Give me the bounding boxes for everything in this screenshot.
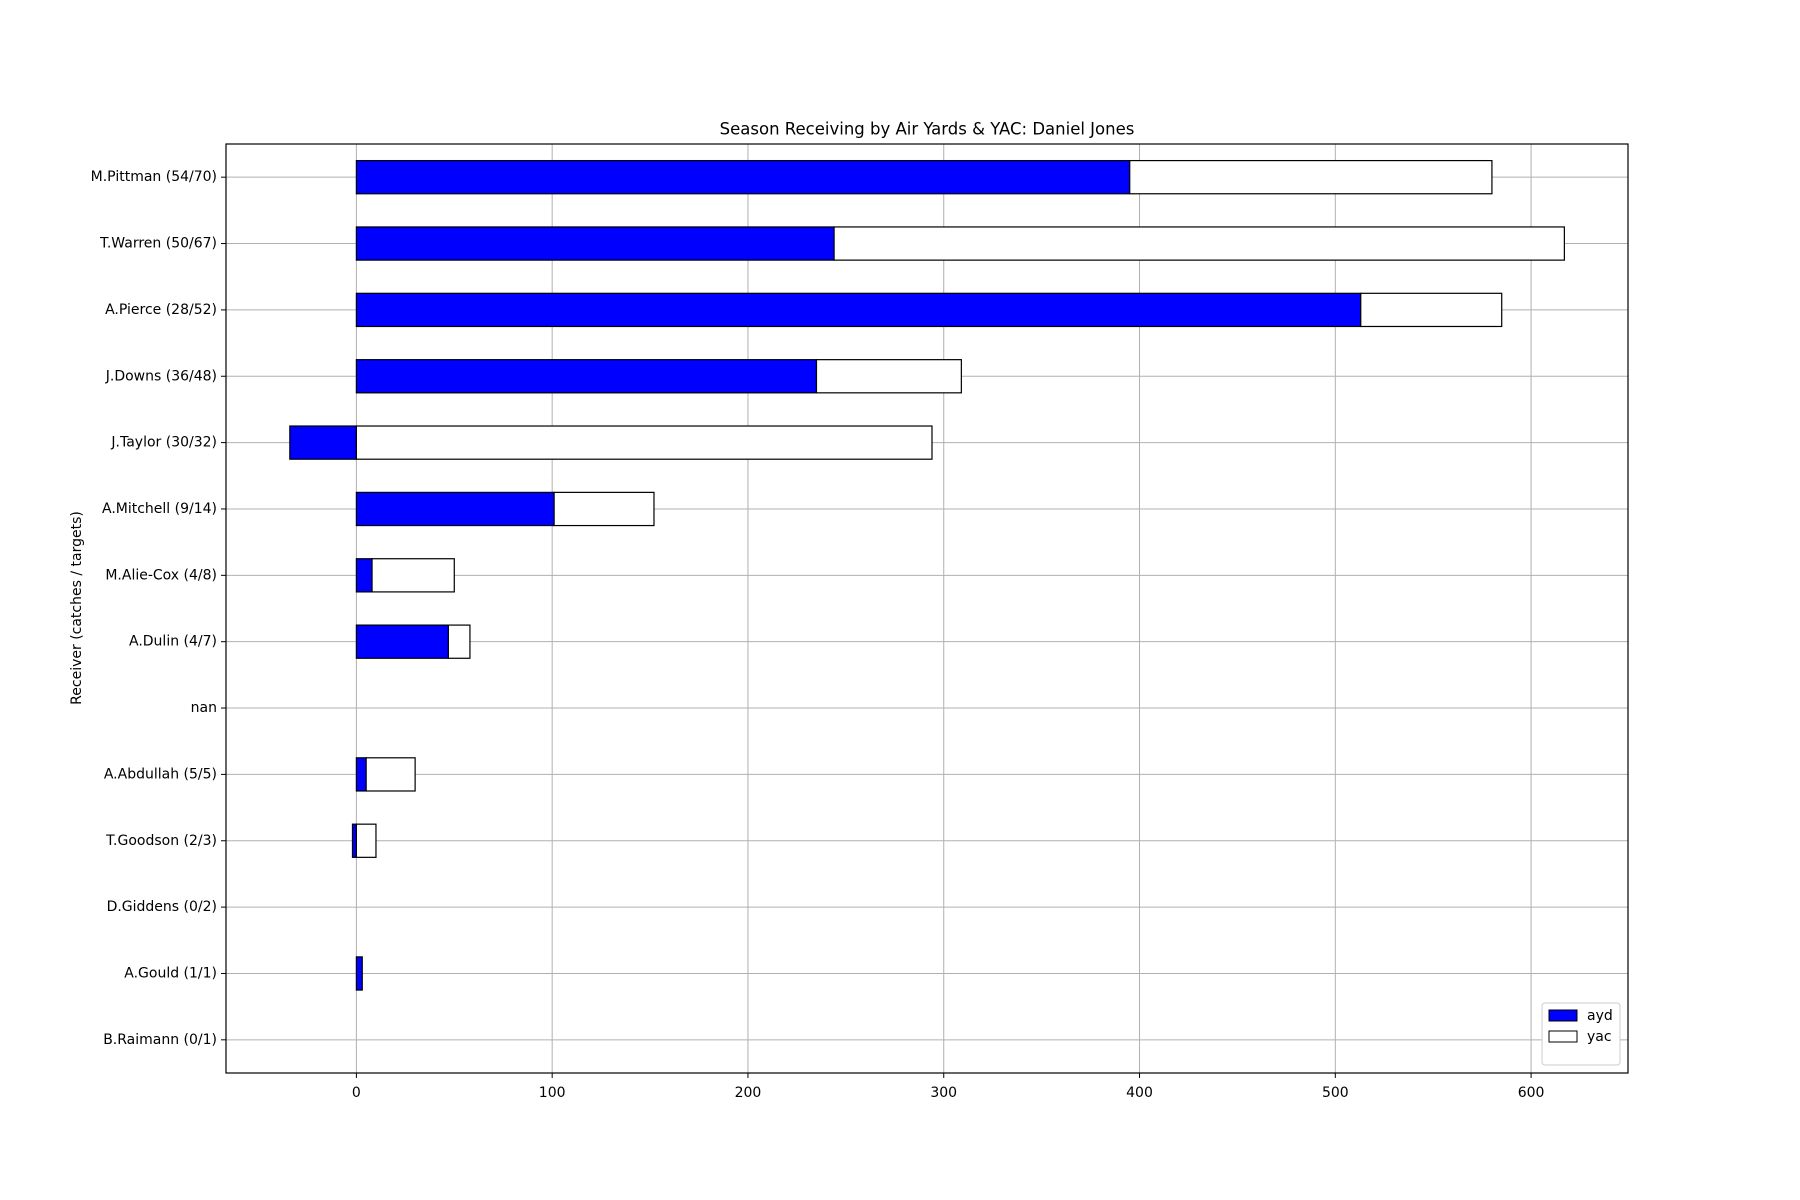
plot-frame <box>225 143 1629 1074</box>
bar <box>355 624 450 659</box>
bar <box>1360 292 1503 328</box>
x-tick-label: 0 <box>352 1085 361 1101</box>
bar <box>355 226 835 261</box>
y-tick-label: D.Giddens (0/2) <box>107 899 217 915</box>
y-tick-label: M.Pittman (54/70) <box>91 169 217 185</box>
bar <box>447 624 471 659</box>
y-tick-label: T.Goodson (2/3) <box>105 833 217 849</box>
bar <box>365 757 416 792</box>
y-tick-label: A.Gould (1/1) <box>124 965 217 981</box>
y-tick-label: A.Dulin (4/7) <box>129 634 217 650</box>
legend: ayd yac <box>1541 1002 1621 1066</box>
bar <box>355 491 555 527</box>
bar <box>355 159 1131 195</box>
y-tick-label: A.Mitchell (9/14) <box>102 501 217 517</box>
bar <box>355 956 363 991</box>
bar <box>355 292 1362 328</box>
y-tick-label: J.Downs (36/48) <box>105 368 217 384</box>
x-tick-label: 500 <box>1322 1085 1349 1101</box>
bar <box>355 823 377 858</box>
y-tick-label: J.Taylor (30/32) <box>110 435 217 451</box>
y-tick-label: B.Raimann (0/1) <box>103 1032 217 1048</box>
x-tick-label: 300 <box>930 1085 957 1101</box>
bar <box>371 558 455 593</box>
bar <box>289 425 357 460</box>
bar <box>553 491 655 527</box>
bar <box>1129 159 1493 195</box>
x-tick-label: 600 <box>1518 1085 1545 1101</box>
legend-label: yac <box>1587 1029 1612 1045</box>
bar <box>355 425 933 460</box>
y-tick-label: T.Warren (50/67) <box>99 236 217 252</box>
bar <box>815 359 962 394</box>
y-tick-label: A.Pierce (28/52) <box>105 302 217 318</box>
legend-label: ayd <box>1587 1008 1613 1024</box>
bar <box>355 558 373 593</box>
legend-swatch <box>1548 1009 1578 1022</box>
bar <box>355 359 818 394</box>
legend-swatch <box>1548 1030 1578 1043</box>
x-tick-label: 200 <box>735 1085 762 1101</box>
x-tick-label: 100 <box>539 1085 566 1101</box>
x-tick-label: 400 <box>1126 1085 1153 1101</box>
bar <box>355 757 367 792</box>
y-tick-label: A.Abdullah (5/5) <box>104 766 217 782</box>
y-tick-label: M.Alie-Cox (4/8) <box>105 567 217 583</box>
y-axis-label: Receiver (catches / targets) <box>69 511 85 705</box>
bar <box>833 226 1565 261</box>
chart-title: Season Receiving by Air Yards & YAC: Dan… <box>720 120 1135 139</box>
y-tick-label: nan <box>191 700 217 716</box>
